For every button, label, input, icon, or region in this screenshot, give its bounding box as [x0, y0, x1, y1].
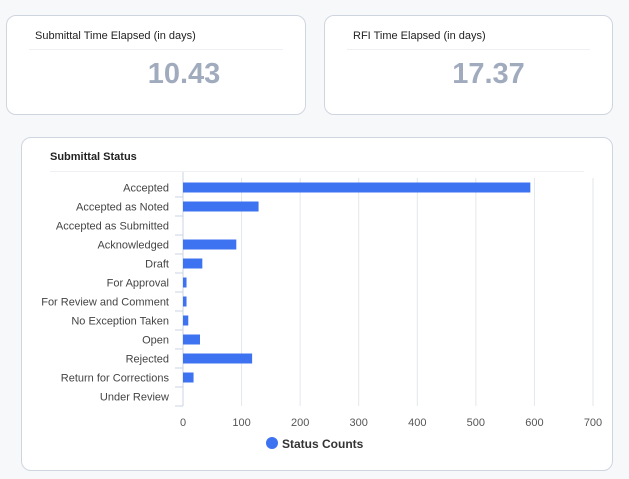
kpi-title: RFI Time Elapsed (in days) — [353, 30, 486, 42]
bar — [183, 182, 531, 193]
y-category-label: No Exception Taken — [71, 316, 169, 328]
bar — [183, 353, 253, 364]
x-tick-label: 700 — [584, 417, 602, 429]
y-category-label: Accepted as Submitted — [56, 221, 169, 233]
divider — [347, 49, 590, 50]
divider — [29, 49, 283, 50]
y-category-label: Accepted as Noted — [76, 202, 169, 214]
y-category-label: Rejected — [126, 354, 169, 366]
rfi-time-card: RFI Time Elapsed (in days) 17.37 — [324, 15, 613, 115]
x-tick-label: 100 — [232, 417, 250, 429]
kpi-value: 17.37 — [452, 58, 525, 90]
kpi-value: 10.43 — [147, 58, 221, 90]
bar-chart: 0 100 200 300 400 500 600 700 Accepted Accepted a… — [41, 172, 602, 451]
y-category-label: Draft — [145, 259, 169, 271]
y-category-label: Under Review — [100, 392, 169, 404]
y-category-label: Return for Corrections — [61, 373, 170, 385]
bar — [183, 277, 187, 288]
divider — [50, 171, 584, 172]
x-tick-label: 0 — [180, 417, 186, 429]
submittal-status-card: Submittal Status 0 100 200 300 400 500 600 700 A… — [21, 137, 613, 471]
bar — [183, 239, 237, 250]
x-tick-label: 600 — [525, 417, 543, 429]
submittal-time-card: Submittal Time Elapsed (in days) 10.43 — [6, 15, 306, 115]
bar — [183, 372, 194, 383]
bar — [183, 258, 203, 269]
x-tick-label: 500 — [467, 417, 485, 429]
x-tick-label: 400 — [408, 417, 426, 429]
y-category-label: Open — [142, 335, 169, 347]
chart-title: Submittal Status — [50, 151, 137, 163]
x-tick-label: 300 — [350, 417, 368, 429]
bar — [183, 334, 200, 345]
kpi-title: Submittal Time Elapsed (in days) — [35, 30, 196, 42]
y-category-label: Accepted — [123, 183, 169, 195]
y-category-label: Acknowledged — [97, 240, 169, 252]
legend-label: Status Counts — [282, 437, 364, 451]
bar — [183, 315, 189, 326]
bar — [183, 296, 187, 307]
bar — [183, 201, 259, 212]
x-tick-label: 200 — [291, 417, 309, 429]
legend-marker-icon — [266, 437, 278, 449]
y-category-label: For Approval — [107, 278, 169, 290]
y-category-label: For Review and Comment — [41, 297, 169, 309]
